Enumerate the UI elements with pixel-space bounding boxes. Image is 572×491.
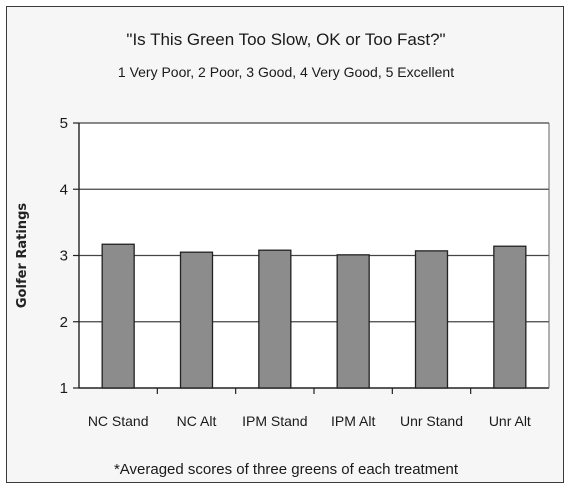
x-tick-label: IPM Alt xyxy=(331,413,375,429)
y-axis-label: Golfer Ratings xyxy=(15,203,30,308)
bar xyxy=(336,254,370,389)
y-tick-label: 5 xyxy=(60,115,68,132)
x-tick-label: Unr Stand xyxy=(400,413,463,429)
x-tick-label: NC Alt xyxy=(177,413,217,429)
bar xyxy=(179,251,214,389)
chart-footnote: *Averaged scores of three greens of each… xyxy=(113,461,459,478)
y-tick-label: 2 xyxy=(60,314,68,331)
chart-title: "Is This Green Too Slow, OK or Too Fast?… xyxy=(126,30,446,49)
y-tick-label: 4 xyxy=(60,181,68,198)
x-tick-label: NC Stand xyxy=(88,413,149,429)
bar xyxy=(414,250,449,389)
chart-subtitle: 1 Very Poor, 2 Poor, 3 Good, 4 Very Good… xyxy=(117,64,455,80)
bar xyxy=(493,245,527,389)
x-tick-label: IPM Stand xyxy=(242,413,307,429)
x-tick-label: Unr Alt xyxy=(489,413,531,429)
bar xyxy=(258,249,292,389)
y-tick-label: 1 xyxy=(60,380,68,397)
bar xyxy=(101,243,135,389)
y-tick-label: 3 xyxy=(60,248,68,265)
